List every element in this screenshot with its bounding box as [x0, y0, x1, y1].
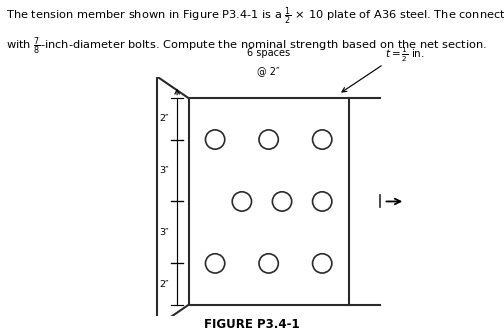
Text: $t = \frac{1}{2}$ in.: $t = \frac{1}{2}$ in.	[385, 45, 425, 64]
Circle shape	[206, 254, 225, 273]
Text: with $\frac{7}{8}$-inch-diameter bolts. Compute the nominal strength based on th: with $\frac{7}{8}$-inch-diameter bolts. …	[6, 35, 487, 57]
Circle shape	[206, 130, 225, 149]
Bar	[188, 98, 349, 305]
Circle shape	[272, 192, 292, 211]
Text: FIGURE P3.4-1: FIGURE P3.4-1	[204, 318, 300, 331]
Text: 3″: 3″	[159, 228, 168, 237]
Circle shape	[312, 192, 332, 211]
Text: @ 2″: @ 2″	[258, 66, 280, 76]
Circle shape	[312, 130, 332, 149]
Circle shape	[259, 254, 278, 273]
Text: The tension member shown in Figure P3.4-1 is a $\frac{1}{2}$ × 10 plate of A36 s: The tension member shown in Figure P3.4-…	[6, 5, 504, 27]
Text: com: com	[292, 277, 345, 300]
Circle shape	[259, 130, 278, 149]
Text: 2″: 2″	[159, 114, 168, 124]
Circle shape	[232, 192, 251, 211]
Circle shape	[312, 254, 332, 273]
Text: 6 spaces: 6 spaces	[247, 48, 290, 58]
Text: 2″: 2″	[159, 279, 168, 289]
Text: 3″: 3″	[159, 166, 168, 175]
